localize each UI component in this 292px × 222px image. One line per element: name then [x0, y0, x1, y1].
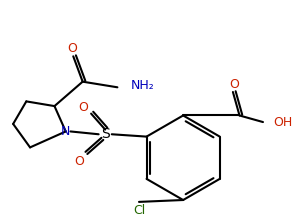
Text: O: O: [79, 101, 88, 113]
Text: Cl: Cl: [133, 204, 145, 217]
Text: O: O: [74, 155, 84, 168]
Text: N: N: [61, 125, 70, 138]
Text: O: O: [67, 42, 77, 55]
Text: O: O: [229, 78, 239, 91]
Text: NH₂: NH₂: [131, 79, 154, 92]
Text: OH: OH: [273, 116, 292, 129]
Text: S: S: [101, 127, 110, 141]
